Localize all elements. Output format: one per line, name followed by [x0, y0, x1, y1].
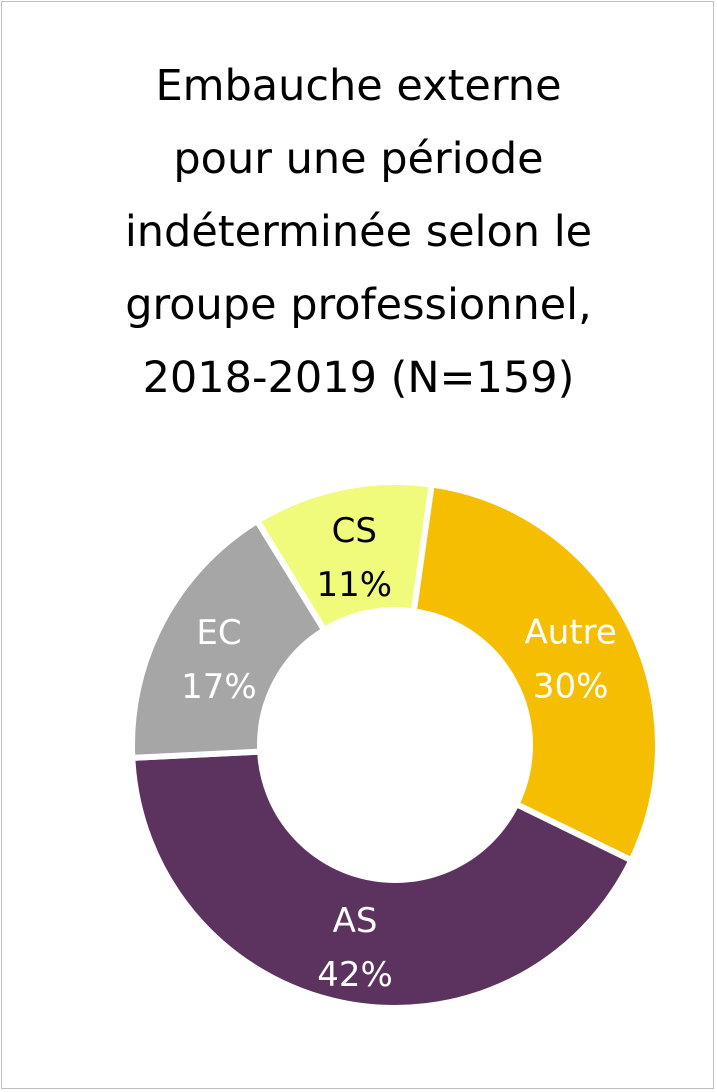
slice-ec: [129, 516, 329, 761]
chart-title-line: groupe professionnel,: [125, 280, 592, 330]
slice-value-label: 11%: [317, 565, 393, 605]
slice-cs: [253, 479, 435, 635]
slice-category-label: CS: [332, 511, 377, 551]
slice-value-label: 17%: [181, 667, 257, 707]
slice-label-autre: Autre 30%: [525, 613, 617, 707]
chart-title: Embauche externe pour une période indéte…: [0, 50, 717, 415]
slice-category-label: EC: [196, 613, 241, 653]
chart-title-line: Embauche externe: [155, 61, 562, 111]
slice-value-label: 30%: [533, 667, 609, 707]
slice-label-cs: CS 11%: [317, 511, 393, 605]
slice-category-label: Autre: [525, 613, 617, 653]
chart-title-line: pour une période: [173, 134, 544, 184]
slice-label-as: AS 42%: [317, 901, 393, 995]
slice-autre: [410, 481, 661, 865]
slice-label-ec: EC 17%: [181, 613, 257, 707]
chart-title-line: 2018-2019 (N=159): [142, 353, 575, 403]
slice-as: [129, 748, 636, 1011]
chart-title-line: indéterminée selon le: [124, 207, 593, 257]
slice-value-label: 42%: [317, 955, 393, 995]
slice-category-label: AS: [333, 901, 378, 941]
